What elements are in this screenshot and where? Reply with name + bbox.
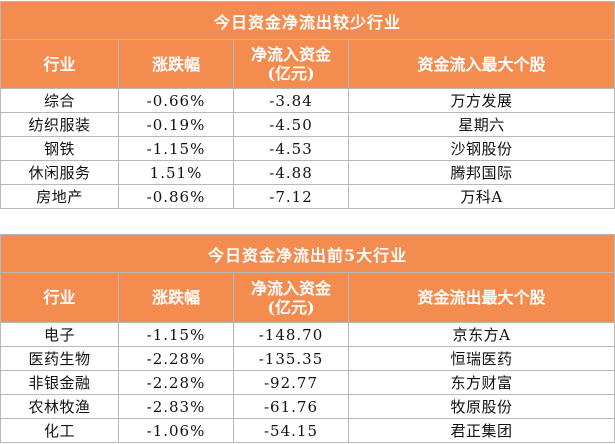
table-row: 纺织服装 -0.19% -4.50 星期六: [0, 112, 615, 137]
change-cell: -0.66%: [118, 88, 234, 113]
table-row: 房地产 -0.86% -7.12 万科A: [0, 184, 615, 209]
net-flow-cell: -148.70: [233, 322, 349, 347]
industry-cell: 综合: [0, 88, 119, 113]
table-row: 休闲服务 1.51% -4.88 腾邦国际: [0, 160, 615, 185]
table-row: 钢铁 -1.15% -4.53 沙钢股份: [0, 136, 615, 161]
inflow-header-row: 行业 涨跌幅 净流入资金 (亿元) 资金流入最大个股: [0, 39, 615, 89]
table-row: 综合 -0.66% -3.84 万方发展: [0, 88, 615, 113]
industry-cell: 纺织服装: [0, 112, 119, 137]
change-cell: -2.28%: [118, 346, 234, 371]
header-net-flow: 净流入资金 (亿元): [233, 272, 349, 323]
top-stock-cell: 东方财富: [347, 370, 615, 395]
header-industry: 行业: [0, 272, 119, 323]
change-cell: -0.86%: [118, 184, 234, 209]
industry-cell: 电子: [0, 322, 119, 347]
top-stock-cell: 沙钢股份: [347, 136, 615, 161]
top-stock-cell: 君正集团: [347, 418, 615, 443]
table-gap: [0, 214, 615, 234]
change-cell: -2.28%: [118, 370, 234, 395]
table-row: 化工 -1.06% -54.15 君正集团: [0, 418, 615, 443]
header-top-stock: 资金流入最大个股: [347, 39, 615, 89]
industry-cell: 化工: [0, 418, 119, 443]
header-net-flow-line2: (亿元): [267, 64, 315, 83]
net-flow-cell: -4.50: [233, 112, 349, 137]
table-row: 非银金融 -2.28% -92.77 东方财富: [0, 370, 615, 395]
inflow-table: 今日资金净流出较少行业 行业 涨跌幅 净流入资金 (亿元) 资金流入最大个股 综…: [0, 1, 615, 209]
change-cell: -1.15%: [118, 322, 234, 347]
industry-cell: 非银金融: [0, 370, 119, 395]
net-flow-cell: -61.76: [233, 394, 349, 419]
table-row: 农林牧渔 -2.83% -61.76 牧原股份: [0, 394, 615, 419]
net-flow-cell: -92.77: [233, 370, 349, 395]
change-cell: -1.06%: [118, 418, 234, 443]
outflow-table: 今日资金净流出前5大行业 行业 涨跌幅 净流入资金 (亿元) 资金流出最大个股 …: [0, 234, 615, 443]
top-stock-cell: 腾邦国际: [347, 160, 615, 185]
net-flow-cell: -54.15: [233, 418, 349, 443]
change-cell: -2.83%: [118, 394, 234, 419]
inflow-table-title: 今日资金净流出较少行业: [0, 1, 615, 40]
net-flow-cell: -4.88: [233, 160, 349, 185]
change-cell: -1.15%: [118, 136, 234, 161]
top-stock-cell: 万科A: [347, 184, 615, 209]
top-stock-cell: 万方发展: [347, 88, 615, 113]
inflow-title-row: 今日资金净流出较少行业: [0, 1, 615, 40]
header-net-flow-line2: (亿元): [267, 297, 315, 317]
table-row: 医药生物 -2.28% -135.35 恒瑞医药: [0, 346, 615, 371]
net-flow-cell: -135.35: [233, 346, 349, 371]
net-flow-cell: -7.12: [233, 184, 349, 209]
industry-cell: 钢铁: [0, 136, 119, 161]
header-net-flow: 净流入资金 (亿元): [233, 39, 349, 89]
table-row: 电子 -1.15% -148.70 京东方A: [0, 322, 615, 347]
change-cell: 1.51%: [118, 160, 234, 185]
header-net-flow-line1: 净流入资金: [250, 278, 331, 298]
header-top-stock: 资金流出最大个股: [347, 272, 615, 323]
top-stock-cell: 京东方A: [347, 322, 615, 347]
industry-cell: 房地产: [0, 184, 119, 209]
top-stock-cell: 牧原股份: [347, 394, 615, 419]
change-cell: -0.19%: [118, 112, 234, 137]
header-change: 涨跌幅: [118, 272, 234, 323]
outflow-title-row: 今日资金净流出前5大行业: [0, 234, 615, 273]
header-change: 涨跌幅: [118, 39, 234, 89]
industry-cell: 农林牧渔: [0, 394, 119, 419]
industry-cell: 医药生物: [0, 346, 119, 371]
net-flow-cell: -3.84: [233, 88, 349, 113]
outflow-table-title: 今日资金净流出前5大行业: [0, 234, 615, 273]
header-industry: 行业: [0, 39, 119, 89]
header-net-flow-line1: 净流入资金: [250, 45, 331, 64]
outflow-header-row: 行业 涨跌幅 净流入资金 (亿元) 资金流出最大个股: [0, 272, 615, 323]
industry-cell: 休闲服务: [0, 160, 119, 185]
net-flow-cell: -4.53: [233, 136, 349, 161]
top-stock-cell: 恒瑞医药: [347, 346, 615, 371]
top-stock-cell: 星期六: [347, 112, 615, 137]
